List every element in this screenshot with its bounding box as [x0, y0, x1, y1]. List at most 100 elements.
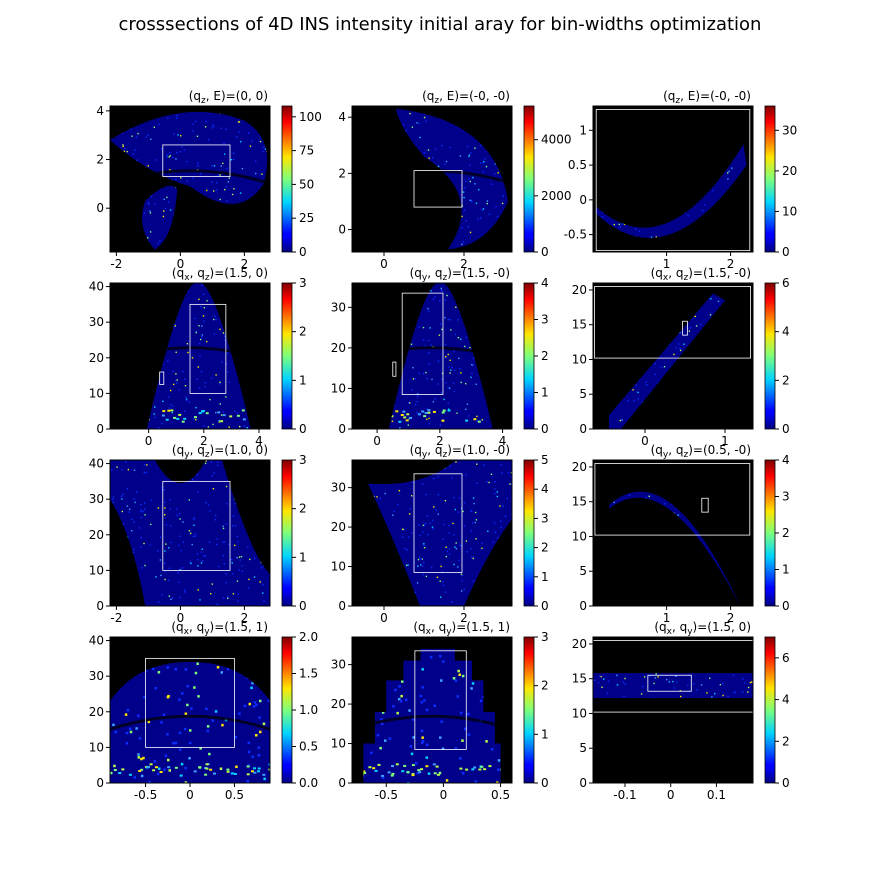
- colorbar-tick-label: 100: [299, 110, 322, 124]
- colorbar-tick-label: 2000: [541, 189, 572, 203]
- colorbar-tick-label: 0: [299, 422, 307, 436]
- intensity-region: [110, 661, 270, 783]
- bin-window: [162, 144, 231, 177]
- y-tick-label: 30: [331, 300, 346, 314]
- colorbar: [523, 459, 535, 607]
- colorbar-tick-label: 3: [541, 630, 549, 644]
- x-tick-label: 0.5: [491, 788, 510, 802]
- subplot-title: (qy, qz)=(1.0, -0): [410, 443, 510, 460]
- colorbar-tick-label: 0: [541, 245, 549, 259]
- colorbar-tick-label: 25: [299, 211, 314, 225]
- y-tick-label: 20: [572, 460, 587, 474]
- intensity-region: [110, 111, 268, 250]
- bin-window: [414, 650, 467, 750]
- y-tick-label: 30: [89, 669, 104, 683]
- subplot-title: (qx, qy)=(1.5, 1): [413, 620, 510, 637]
- subplot-title: (qx, qy)=(1.5, 1): [171, 620, 268, 637]
- colorbar-tick-label: 4: [541, 276, 549, 290]
- colorbar-tick-label: 50: [299, 177, 314, 191]
- subplot-title: (qz, E)=(-0, -0): [663, 89, 751, 106]
- y-tick-label: 0: [338, 776, 346, 790]
- x-tick-label: 0: [145, 434, 153, 448]
- colorbar-tick-label: 1: [541, 727, 549, 741]
- colorbar-tick-label: 4000: [541, 133, 572, 147]
- colorbar-tick-label: 6: [782, 276, 790, 290]
- x-tick-label: 1: [663, 611, 671, 625]
- y-tick-label: 0.5: [568, 158, 587, 172]
- intensity-region: [388, 283, 493, 429]
- intensity-region: [593, 673, 753, 699]
- bin-window-small: [392, 361, 397, 377]
- y-tick-label: 0: [96, 776, 104, 790]
- colorbar-tick-label: 2: [299, 502, 307, 516]
- y-tick-label: 4: [96, 104, 104, 118]
- colorbar-tick-label: 1.0: [299, 703, 318, 717]
- subplot-2: 0 2 0 2 4 (qz, E)=(-0, -0) 0 2000 4000: [338, 89, 571, 271]
- y-tick-label: 0: [579, 193, 587, 207]
- colorbar-tick-label: 2: [782, 373, 790, 387]
- x-tick-label: 0: [380, 257, 388, 271]
- bin-window-small: [701, 497, 709, 513]
- colorbar-tick-label: 2: [541, 541, 549, 555]
- colorbar-tick-label: 1: [541, 570, 549, 584]
- colorbar-tick-label: 3: [299, 453, 307, 467]
- colorbar-tick-label: 0.5: [299, 740, 318, 754]
- y-tick-label: 20: [89, 705, 104, 719]
- subplot-title: (qy, qz)=(1.5, -0): [410, 266, 510, 283]
- x-tick-label: 2: [460, 257, 468, 271]
- bin-window: [594, 286, 751, 359]
- colorbar-tick-label: 10: [782, 204, 797, 218]
- bin-window-small: [682, 320, 688, 336]
- y-tick-label: 20: [572, 637, 587, 651]
- x-tick-label: 2: [200, 434, 208, 448]
- colorbar-tick-label: 0: [299, 245, 307, 259]
- y-tick-label: 2: [96, 153, 104, 167]
- subplot-title: (qx, qz)=(1.5, -0): [651, 266, 751, 283]
- colorbar-tick-label: 3: [541, 511, 549, 525]
- y-tick-label: 30: [89, 315, 104, 329]
- x-tick-label: 0: [440, 788, 448, 802]
- colorbar-tick-label: 0: [541, 599, 549, 613]
- x-tick-label: 0: [186, 788, 194, 802]
- bin-window: [401, 292, 444, 395]
- subplot-title: (qy, qz)=(0.5, -0): [651, 443, 751, 460]
- y-tick-label: 0: [579, 599, 587, 613]
- y-tick-label: 4: [338, 110, 346, 124]
- colorbar-tick-label: 2: [541, 349, 549, 363]
- colorbar: [523, 282, 535, 430]
- x-tick-label: -2: [110, 611, 122, 625]
- colorbar-tick-label: 4: [782, 325, 790, 339]
- x-tick-label: 1: [721, 434, 729, 448]
- x-tick-label: 1: [663, 257, 671, 271]
- y-tick-label: 10: [331, 737, 346, 751]
- bin-window: [145, 657, 235, 748]
- colorbar-tick-label: 1.5: [299, 667, 318, 681]
- y-tick-label: 10: [572, 706, 587, 720]
- x-tick-label: 0: [667, 788, 675, 802]
- x-tick-label: 2: [241, 257, 249, 271]
- y-tick-label: 20: [331, 697, 346, 711]
- plot-area: [593, 637, 753, 783]
- y-tick-label: 20: [331, 520, 346, 534]
- x-tick-label: 2: [241, 611, 249, 625]
- y-tick-label: 5: [579, 564, 587, 578]
- subplot-5: 0 2 4 0 10 20 30 (qy, qz)=(1.5, -0) 0 1 2 3 4: [331, 266, 549, 448]
- colorbar-tick-label: 6: [782, 651, 790, 665]
- subplot-12: -0.1 0 0.1 0 5 10 15 20 (qx, qy)=(1.5, 0) 0 2 4 6: [572, 620, 790, 802]
- x-tick-label: 0: [373, 434, 381, 448]
- y-tick-label: 5: [579, 741, 587, 755]
- subplot-11: -0.5 0 0.5 0 10 20 30 (qx, qy)=(1.5, 1) 0 1 2 3: [331, 620, 549, 802]
- colorbar-tick-label: 5: [541, 453, 549, 467]
- colorbar-tick-label: 2: [782, 526, 790, 540]
- bin-window: [189, 303, 227, 394]
- colorbar: [764, 636, 776, 784]
- bin-window: [413, 473, 463, 573]
- colorbar-tick-label: 2: [541, 679, 549, 693]
- bin-window: [413, 170, 463, 208]
- intensity-region: [609, 293, 725, 429]
- colorbar-tick-label: 1: [299, 373, 307, 387]
